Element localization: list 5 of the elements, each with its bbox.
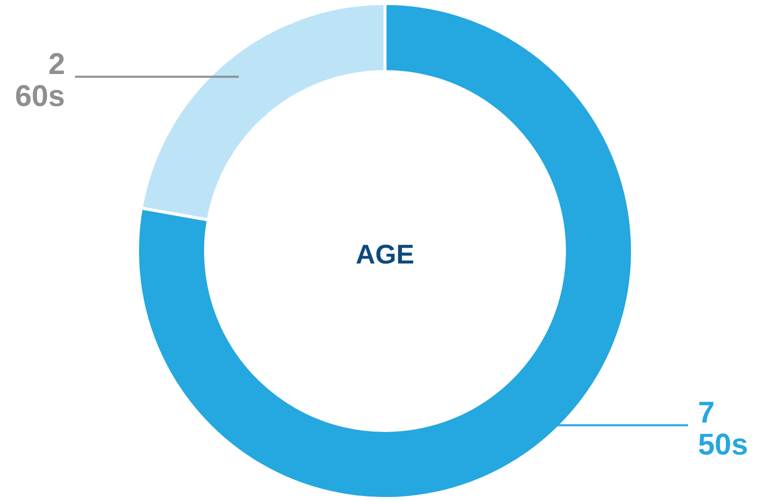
data-label: 2 (48, 48, 65, 81)
data-label: 7 (698, 396, 715, 430)
text: AGE (356, 239, 414, 270)
slice-label: 60s (14, 80, 65, 113)
slice-label: 50s (698, 428, 748, 462)
